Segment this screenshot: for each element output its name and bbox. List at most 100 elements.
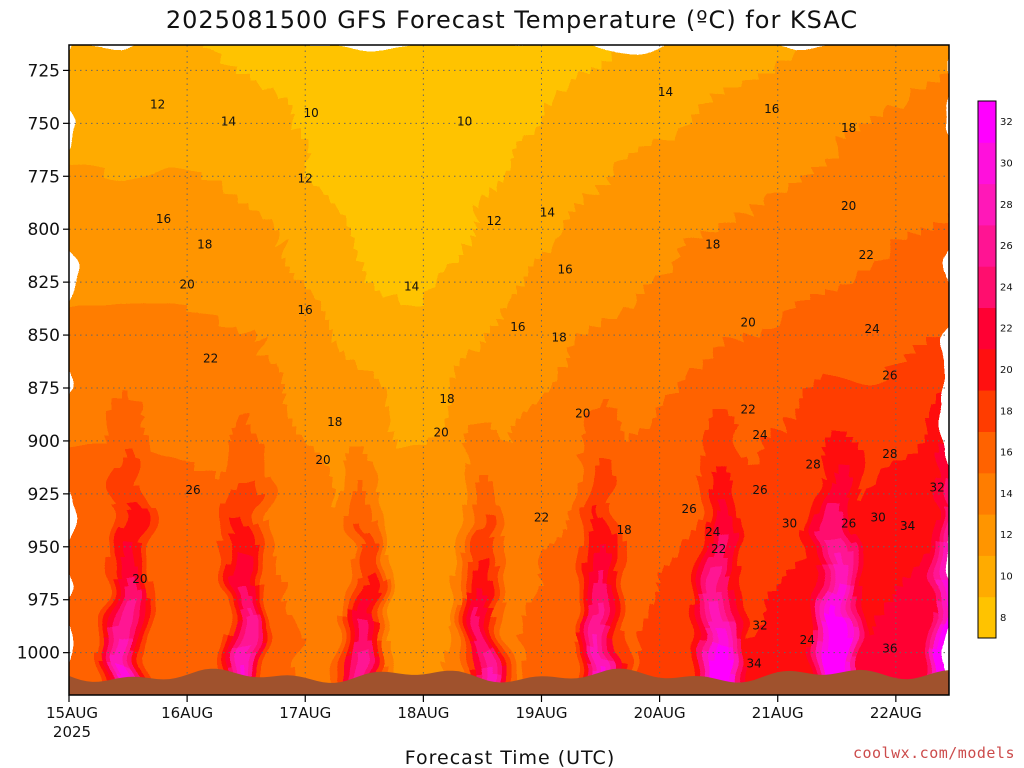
field-cell xyxy=(463,114,470,126)
field-cell xyxy=(308,284,315,296)
field-cell xyxy=(323,114,330,126)
field-cell xyxy=(613,144,620,156)
field-cell xyxy=(608,264,615,276)
field-cell xyxy=(943,134,949,146)
field-cell xyxy=(778,244,785,256)
field-cell xyxy=(803,104,810,116)
field-cell xyxy=(213,314,220,326)
field-cell xyxy=(818,84,825,96)
field-cell xyxy=(798,204,805,216)
field-cell xyxy=(293,194,300,206)
field-cell xyxy=(428,214,435,226)
field-cell xyxy=(513,184,520,196)
field-cell xyxy=(598,194,605,206)
field-cell xyxy=(713,64,720,76)
field-cell xyxy=(93,94,100,106)
field-cell xyxy=(733,314,740,326)
field-cell xyxy=(433,224,440,236)
field-cell xyxy=(323,54,330,66)
field-cell xyxy=(708,94,715,106)
field-cell xyxy=(743,54,750,66)
field-cell xyxy=(553,154,560,166)
field-cell xyxy=(848,314,855,326)
field-cell xyxy=(733,284,740,296)
field-cell xyxy=(383,184,390,196)
field-cell xyxy=(603,314,610,326)
field-cell xyxy=(548,254,555,266)
field-cell xyxy=(808,114,815,126)
field-cell xyxy=(468,144,475,156)
field-cell xyxy=(763,134,770,146)
field-cell xyxy=(173,184,180,196)
field-cell xyxy=(708,234,715,246)
field-cell xyxy=(288,74,295,86)
field-cell xyxy=(698,264,705,276)
field-cell xyxy=(473,254,480,266)
field-cell xyxy=(598,264,605,276)
field-cell xyxy=(868,94,875,106)
field-cell xyxy=(708,84,715,96)
field-cell xyxy=(163,64,170,76)
field-cell xyxy=(883,204,890,216)
field-cell xyxy=(148,314,155,326)
field-cell xyxy=(613,164,620,176)
field-cell xyxy=(448,234,455,246)
field-cell xyxy=(528,254,535,266)
field-cell xyxy=(458,134,465,146)
field-cell xyxy=(883,284,890,296)
field-cell xyxy=(258,54,265,66)
field-cell xyxy=(903,164,910,176)
field-cell xyxy=(498,184,505,196)
field-cell xyxy=(158,104,165,116)
field-cell xyxy=(728,164,735,176)
field-cell xyxy=(763,314,770,326)
field-cell xyxy=(253,104,260,116)
field-cell xyxy=(928,174,935,186)
field-cell xyxy=(523,184,530,196)
field-cell xyxy=(788,114,795,126)
field-cell xyxy=(783,314,790,326)
field-cell xyxy=(413,124,420,136)
field-cell xyxy=(268,74,275,86)
field-cell xyxy=(618,264,625,276)
field-cell xyxy=(433,294,440,306)
field-cell xyxy=(588,74,595,86)
field-cell xyxy=(213,204,220,216)
field-cell xyxy=(698,164,705,176)
field-cell xyxy=(643,264,650,276)
field-cell xyxy=(253,144,260,156)
field-cell xyxy=(848,254,855,266)
field-cell xyxy=(128,64,135,76)
field-cell xyxy=(358,164,365,176)
field-cell xyxy=(668,224,675,236)
field-cell xyxy=(768,234,775,246)
field-cell xyxy=(593,204,600,216)
field-cell xyxy=(893,274,900,286)
field-cell xyxy=(853,314,860,326)
field-cell xyxy=(553,204,560,216)
field-cell xyxy=(103,64,110,76)
field-cell xyxy=(413,134,420,146)
field-cell xyxy=(803,74,810,86)
field-cell xyxy=(878,64,885,76)
field-cell xyxy=(133,45,140,56)
field-cell xyxy=(263,144,270,156)
field-cell xyxy=(328,144,335,156)
field-cell xyxy=(348,314,355,326)
field-cell xyxy=(398,164,405,176)
field-cell xyxy=(573,134,580,146)
field-cell xyxy=(493,64,500,76)
field-cell xyxy=(693,154,700,166)
field-cell xyxy=(258,264,265,276)
field-cell xyxy=(303,45,310,56)
field-cell xyxy=(378,194,385,206)
field-cell xyxy=(623,104,630,116)
field-cell xyxy=(703,244,710,256)
field-cell xyxy=(848,134,855,146)
field-cell xyxy=(458,45,465,56)
field-cell xyxy=(358,244,365,256)
field-cell xyxy=(603,164,610,176)
field-cell xyxy=(358,84,365,96)
field-cell xyxy=(498,94,505,106)
field-cell xyxy=(918,254,925,266)
